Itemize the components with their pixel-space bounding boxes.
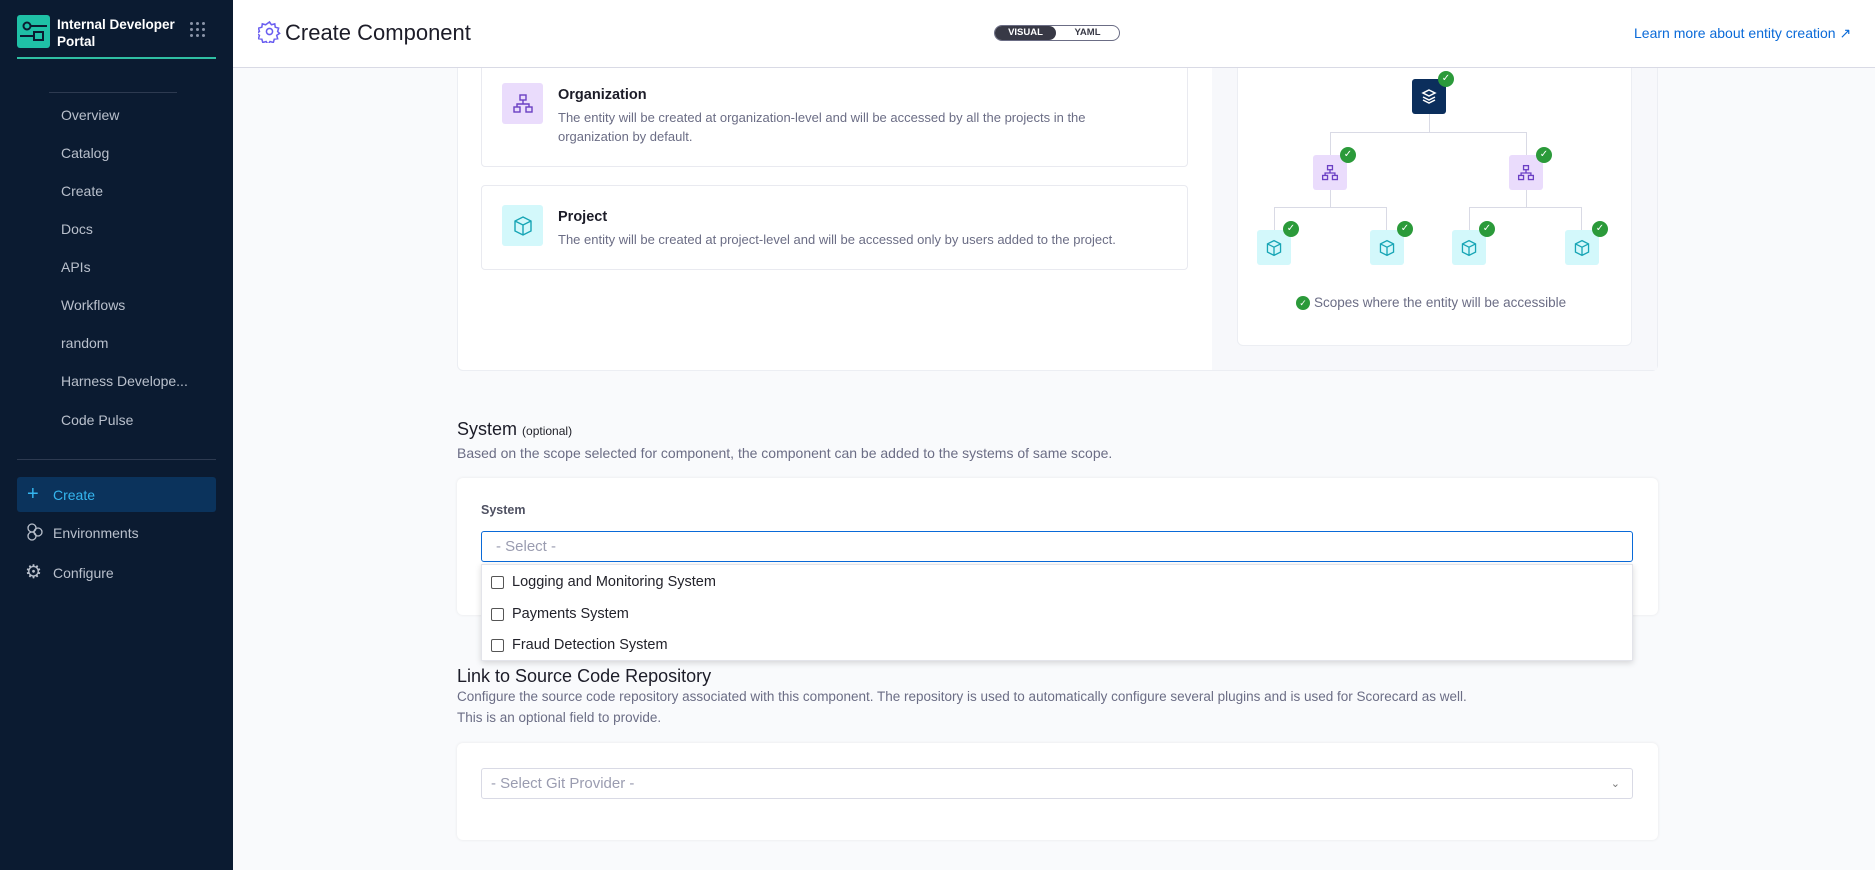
system-heading: System (optional)	[457, 419, 572, 440]
divider	[49, 92, 177, 93]
nav-create-button[interactable]	[17, 477, 216, 512]
visual-yaml-toggle[interactable]: VISUAL YAML	[994, 25, 1120, 41]
option-label: Fraud Detection System	[512, 637, 668, 653]
sidebar-item-apis[interactable]: APIs	[61, 259, 91, 275]
system-placeholder: - Select -	[496, 538, 557, 555]
system-select[interactable]: - Select -	[481, 531, 1633, 562]
learn-more-text[interactable]: Learn more about entity creation	[1634, 25, 1836, 41]
sidebar-item-docs[interactable]: Docs	[61, 221, 93, 237]
check-icon: ✓	[1283, 221, 1299, 237]
learn-more-link[interactable]: Learn more about entity creation ↗	[1634, 25, 1851, 42]
git-provider-placeholder: - Select Git Provider -	[491, 775, 635, 792]
component-gear-icon	[255, 20, 281, 48]
option-title: Project	[558, 209, 608, 225]
project-node-icon	[1565, 230, 1599, 265]
system-title: System	[457, 419, 518, 439]
check-icon: ✓	[1296, 296, 1310, 310]
dropdown-option[interactable]: Fraud Detection System	[491, 637, 668, 653]
chevron-down-icon: ⌄	[1610, 778, 1620, 790]
sidebar-item-code-pulse[interactable]: Code Pulse	[61, 412, 134, 428]
check-icon: ✓	[1340, 147, 1356, 163]
check-icon: ✓	[1397, 221, 1413, 237]
scope-caption: Scopes where the entity will be accessib…	[1314, 295, 1567, 310]
sidebar: Internal Developer Portal Overview Catal…	[0, 0, 233, 870]
nav-create-label: Create	[53, 487, 96, 503]
checkbox[interactable]	[491, 575, 504, 589]
toggle-visual[interactable]: VISUAL	[995, 26, 1056, 40]
dropdown-option[interactable]: Logging and Monitoring System	[491, 574, 716, 590]
project-node-icon	[1452, 230, 1486, 265]
brand-underline	[17, 57, 216, 59]
option-title: Organization	[558, 87, 647, 103]
option-label: Logging and Monitoring System	[512, 574, 716, 590]
sidebar-item-harness-developer[interactable]: Harness Develope...	[61, 373, 188, 389]
system-field-label: System	[481, 503, 526, 517]
optional-tag: (optional)	[522, 424, 573, 438]
check-icon: ✓	[1592, 221, 1608, 237]
sidebar-item-random[interactable]: random	[61, 335, 109, 351]
sidebar-item-overview[interactable]: Overview	[61, 107, 120, 123]
option-label: Payments System	[512, 606, 629, 622]
external-link-icon: ↗	[1839, 25, 1852, 41]
page-title: Create Component	[285, 20, 471, 45]
check-icon: ✓	[1438, 71, 1454, 87]
checkbox[interactable]	[491, 607, 504, 621]
option-description: The entity will be created at organizati…	[558, 110, 1086, 144]
divider	[17, 459, 216, 460]
checkbox[interactable]	[491, 638, 504, 652]
option-description: The entity will be created at project-le…	[558, 232, 1116, 247]
gear-icon: ⚙	[25, 562, 43, 583]
check-icon: ✓	[1536, 147, 1552, 163]
system-description: Based on the scope selected for componen…	[457, 445, 1113, 461]
toggle-yaml[interactable]: YAML	[1074, 27, 1101, 38]
environments-icon	[26, 523, 44, 546]
dropdown-option[interactable]: Payments System	[491, 606, 629, 622]
scope-option-project[interactable]	[481, 185, 1188, 270]
sidebar-item-workflows[interactable]: Workflows	[61, 297, 126, 313]
nav-configure[interactable]: Configure	[53, 565, 114, 581]
plus-icon: +	[27, 483, 39, 505]
scope-option-organization[interactable]	[481, 50, 1188, 167]
sidebar-item-catalog[interactable]: Catalog	[61, 145, 110, 161]
idp-logo-icon	[17, 15, 50, 48]
project-node-icon	[1257, 230, 1291, 265]
check-icon: ✓	[1479, 221, 1495, 237]
repo-description: Configure the source code repository ass…	[457, 689, 1467, 704]
project-icon	[502, 205, 543, 246]
nav-environments[interactable]: Environments	[53, 525, 139, 541]
app-switcher-icon[interactable]	[190, 22, 206, 38]
system-dropdown-menu: Logging and Monitoring System Payments S…	[481, 564, 1633, 661]
git-provider-select[interactable]: - Select Git Provider - ⌄	[481, 768, 1633, 799]
sidebar-item-create[interactable]: Create	[61, 183, 104, 199]
project-node-icon	[1370, 230, 1404, 265]
repo-heading: Link to Source Code Repository	[457, 666, 712, 686]
repo-optional-note: This is an optional field to provide.	[457, 710, 662, 725]
organization-node-icon	[1313, 155, 1347, 190]
brand-name: Internal Developer Portal	[57, 17, 175, 49]
organization-node-icon	[1509, 155, 1543, 190]
organization-icon	[502, 83, 543, 124]
